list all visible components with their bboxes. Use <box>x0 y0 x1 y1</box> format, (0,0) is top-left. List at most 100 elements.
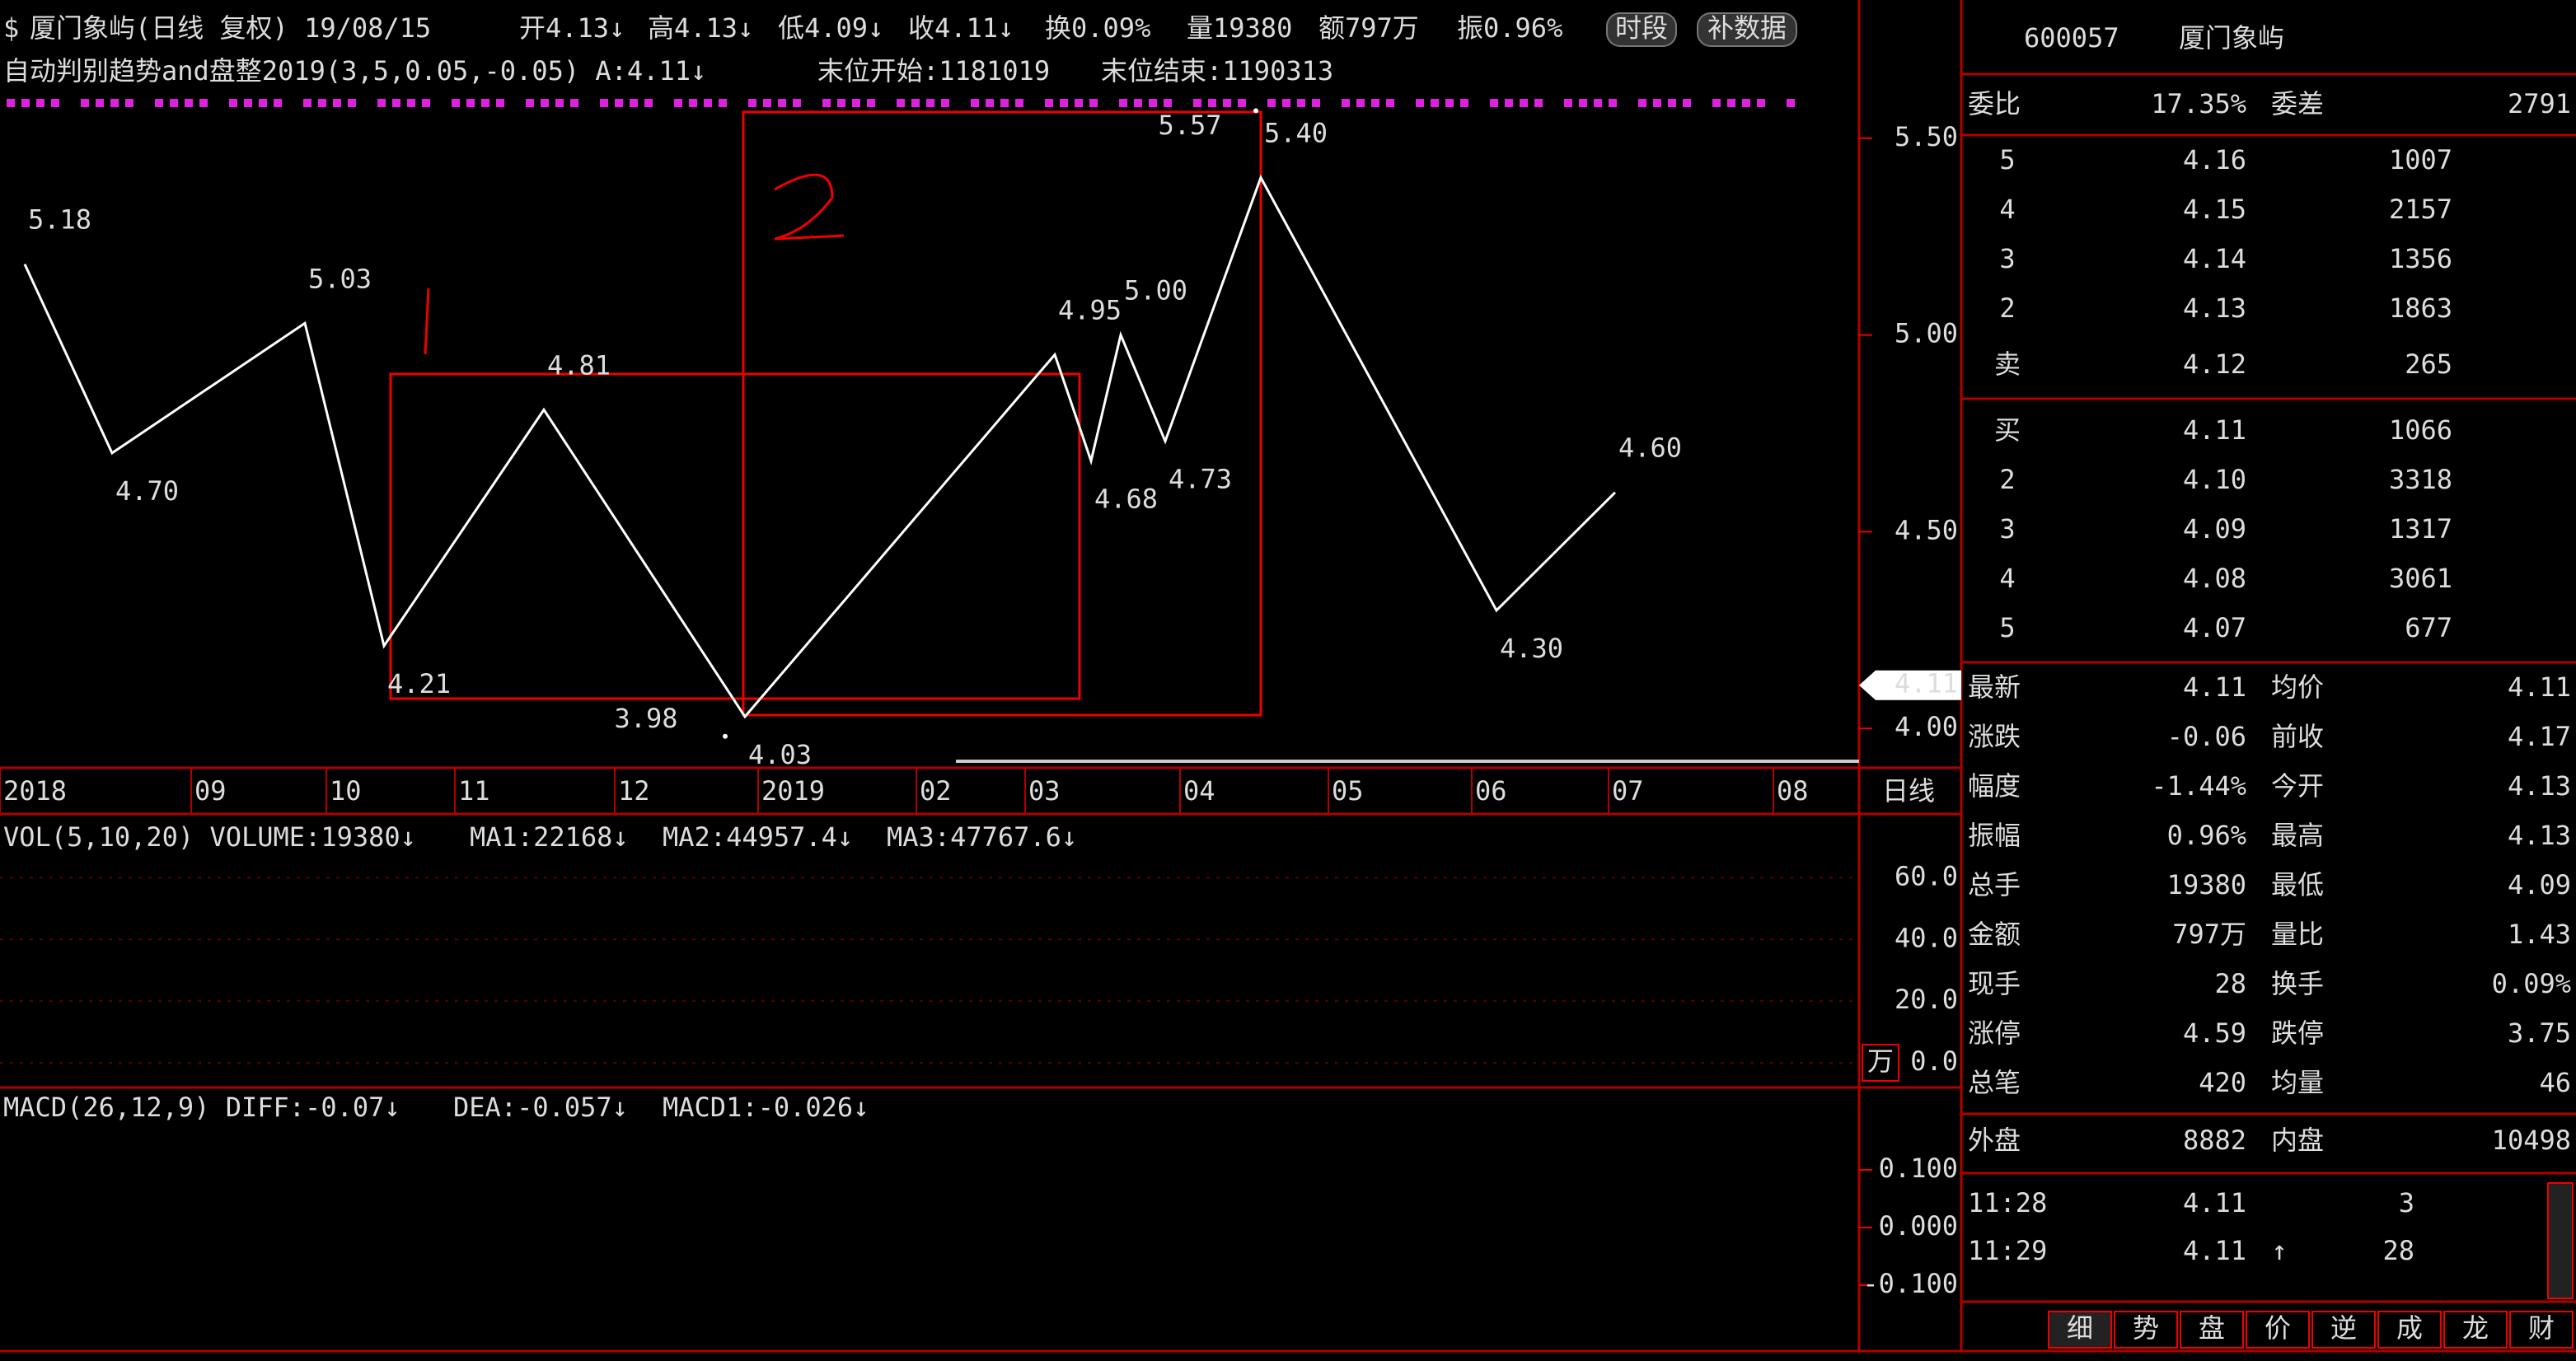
stat-label: 现手 <box>1968 968 2021 999</box>
dot <box>615 99 623 107</box>
unit-label: 万 <box>1867 1045 1894 1077</box>
dot <box>81 99 89 107</box>
stat-label: 均量 <box>2271 1067 2324 1098</box>
dot <box>21 99 30 107</box>
tab[interactable] <box>2114 1311 2178 1349</box>
tab-label: 龙 <box>2462 1312 2489 1344</box>
pivot-label: 5.00 <box>1124 275 1187 306</box>
header-item: 开4.13↓ <box>519 12 625 44</box>
tab[interactable] <box>2443 1311 2508 1349</box>
tab-label: 财 <box>2528 1312 2555 1344</box>
dot <box>1727 99 1735 107</box>
tick-cell: 4.11 <box>2183 1235 2246 1266</box>
tick-cell: 3 <box>2399 1187 2414 1218</box>
y-tick-label: 4.00 <box>1895 711 1958 742</box>
stat-label: 幅度 <box>1968 770 2021 802</box>
signal-dots <box>7 99 1795 107</box>
tab[interactable] <box>2509 1311 2574 1349</box>
button[interactable] <box>1606 12 1677 47</box>
ratio-cell: 17.35% <box>2151 88 2246 119</box>
dot <box>793 99 801 107</box>
dot <box>496 99 504 107</box>
ratio-cell: 2791 <box>2508 88 2571 119</box>
dot <box>1490 99 1498 107</box>
y-tick-label: 4.50 <box>1895 514 1958 545</box>
book-level: 5 <box>1999 144 2015 175</box>
dot <box>837 99 845 107</box>
stat-value: 0.09% <box>2492 968 2571 999</box>
dot <box>1356 99 1365 107</box>
extreme-label: 5.57 <box>1158 110 1221 141</box>
dot <box>986 99 994 107</box>
dot <box>1579 99 1587 107</box>
book-qty: 3318 <box>2389 464 2452 495</box>
stat-label: 最低 <box>2271 869 2324 900</box>
dot <box>822 99 831 107</box>
stat-label: 今开 <box>2271 770 2324 802</box>
x-axis-label: 11 <box>458 775 490 807</box>
dot <box>763 99 771 107</box>
book-price: 4.07 <box>2183 612 2246 643</box>
dot <box>1297 99 1305 107</box>
tab-label: 成 <box>2396 1312 2423 1344</box>
book-level: 卖 <box>1994 348 2021 380</box>
dot <box>452 99 460 107</box>
tab[interactable] <box>2246 1311 2310 1349</box>
dot <box>555 99 564 107</box>
dot <box>1134 99 1142 107</box>
stat-label: 最新 <box>1968 671 2021 703</box>
y-tick-label: 5.50 <box>1895 121 1958 152</box>
tab[interactable] <box>2377 1311 2442 1349</box>
dot <box>51 99 59 107</box>
panel-header: DEA:-0.057↓ <box>453 1092 628 1123</box>
book-qty: 1066 <box>2389 414 2452 446</box>
stat-value: -1.44% <box>2151 770 2246 802</box>
dot <box>541 99 549 107</box>
trend-line <box>23 174 1617 719</box>
stat-value: 4.11 <box>2183 671 2246 703</box>
tab[interactable] <box>2048 1311 2112 1349</box>
header-item: 额797万 <box>1318 12 1419 44</box>
x-axis-label: 2018 <box>3 775 67 807</box>
tab[interactable] <box>2311 1311 2376 1349</box>
dot <box>1638 99 1646 107</box>
stat-value: 420 <box>2199 1067 2246 1098</box>
x-axis-label: 05 <box>1332 775 1364 807</box>
header-icon: $ <box>3 12 19 44</box>
button[interactable] <box>1697 12 1797 47</box>
tab-label: 势 <box>2133 1312 2159 1344</box>
pivot-label: 4.03 <box>748 739 812 770</box>
stat-value: 19380 <box>2167 869 2246 900</box>
dot <box>1045 99 1053 107</box>
stat-value: -0.06 <box>2167 721 2246 752</box>
stat-value: 4.13 <box>2508 820 2571 851</box>
tab-label: 逆 <box>2330 1312 2357 1344</box>
scroll-widget[interactable] <box>2547 1182 2574 1299</box>
ratio-cell: 委差 <box>2271 88 2324 119</box>
last-price-label: 4.11 <box>1895 668 1958 699</box>
panel-header: MACD(26,12,9) DIFF:-0.07↓ <box>3 1092 400 1123</box>
tab-label: 价 <box>2265 1312 2291 1344</box>
dot <box>1386 99 1394 107</box>
header-item: 收4.11↓ <box>908 12 1014 44</box>
dot <box>1164 99 1172 107</box>
last-price-marker <box>1859 670 1961 700</box>
book-price: 4.16 <box>2183 144 2246 175</box>
outer-cell: 外盘 <box>1968 1125 2021 1156</box>
tick-cell: 4.11 <box>2183 1187 2246 1218</box>
tab[interactable] <box>2180 1311 2244 1349</box>
dot <box>392 99 400 107</box>
dot <box>1445 99 1454 107</box>
stat-value: 46 <box>2539 1067 2571 1098</box>
dot <box>1520 99 1528 107</box>
pivot-label: 4.21 <box>387 668 451 699</box>
header-item: 振0.96% <box>1457 12 1562 44</box>
pivot-label: 4.95 <box>1058 294 1122 325</box>
book-price: 4.12 <box>2183 348 2246 380</box>
x-axis-label: 07 <box>1612 775 1644 807</box>
dot <box>1282 99 1290 107</box>
y-tick-label: 5.00 <box>1895 318 1958 349</box>
dot <box>644 99 653 107</box>
header-item: 换0.09% <box>1045 12 1150 44</box>
